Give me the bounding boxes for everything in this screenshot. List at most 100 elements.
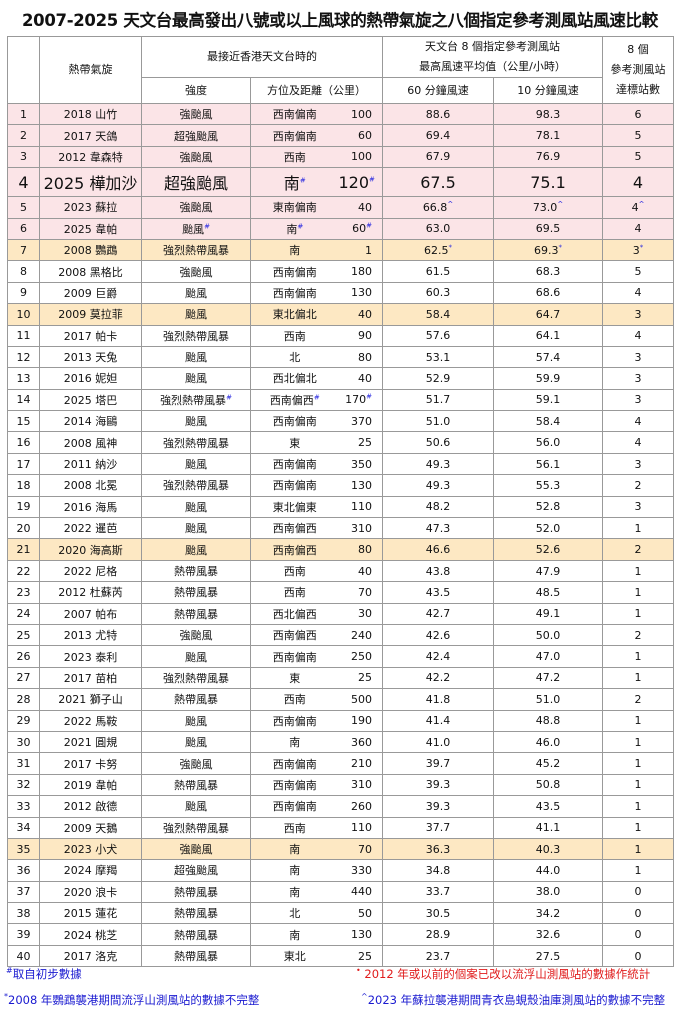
count-value: 5 — [634, 129, 642, 143]
cell-w60: 43.5 — [382, 581, 494, 604]
w60-value: 42.6 — [425, 628, 451, 642]
table-body: 1 2018 山竹 強颱風 西南偏南 100 88.6 98.3 6 2 2017 天鴿 超強颱風西… — [7, 102, 674, 968]
cell-intensity: 熱帶風暴 — [141, 902, 251, 925]
distance-value: 30 — [358, 607, 372, 621]
direction-value: 北 — [289, 907, 301, 921]
cell-intensity: 強颱風 — [141, 102, 251, 126]
cell-w60: 42.6 — [382, 623, 494, 647]
cell-rank: 13 — [7, 367, 40, 390]
cell-rank: 24 — [7, 602, 40, 625]
w60-value: 41.0 — [425, 735, 451, 749]
distance-value: 100 — [351, 107, 372, 121]
cell-name: 2024 桃芝 — [39, 923, 142, 946]
count-value: 1 — [634, 671, 642, 685]
rank-value: 5 — [20, 200, 27, 214]
table-row: 12 2013 天兔 颱風 北 80 53.1 57.4 3 — [7, 345, 674, 369]
cell-name: 2017 卡努 — [39, 752, 142, 775]
w60-value: 60.3 — [425, 286, 451, 300]
cell-distance: 350 — [338, 452, 383, 476]
cell-w60: 41.0 — [382, 730, 494, 754]
w10-value: 57.4 — [535, 350, 561, 364]
count-value: 4 — [634, 329, 642, 343]
direction-value: 南 — [289, 885, 301, 899]
footnote-caret-text: 2023 年蘇拉襲港期間青衣島蜆殼油庫測風站的數據不完整 — [367, 993, 666, 1007]
distance-value: 50 — [358, 906, 372, 920]
distance-value: 40 — [358, 564, 372, 578]
count-value: 1 — [634, 799, 642, 813]
cell-intensity: 強烈熱帶風暴# — [141, 388, 251, 412]
distance-value: 80 — [358, 543, 372, 557]
cell-count: 1 — [602, 837, 674, 861]
name-value: 2025 塔巴 — [63, 393, 118, 407]
name-value: 2020 浪卡 — [63, 885, 118, 899]
header-count-line1: 8 個 — [627, 43, 649, 56]
cell-direction: 西北偏西 — [250, 602, 339, 625]
cell-w10: 98.3 — [493, 102, 603, 126]
distance-value: 70 — [358, 585, 372, 599]
cell-intensity: 強颱風 — [141, 145, 251, 169]
cell-count: 4 — [602, 167, 674, 198]
rank-value: 40 — [16, 949, 31, 963]
cell-name: 2021 獅子山 — [39, 688, 142, 711]
count-value: 1 — [634, 757, 642, 771]
cell-rank: 30 — [7, 730, 40, 754]
cell-rank: 33 — [7, 795, 40, 818]
cell-distance: 70 — [338, 837, 383, 861]
cell-direction: 西南 — [250, 324, 339, 347]
name-value: 2009 巨爵 — [63, 286, 118, 300]
distance-value: 130 — [351, 286, 372, 300]
cell-w10: 52.6 — [493, 538, 603, 561]
cell-count: 1 — [602, 795, 674, 818]
w60-value: 53.1 — [425, 350, 451, 364]
rank-value: 10 — [16, 307, 31, 321]
cell-intensity: 強烈熱帶風暴 — [141, 324, 251, 347]
w60-value: 51.7 — [425, 393, 451, 407]
intensity-value: 強烈熱帶風暴 — [163, 479, 229, 493]
cell-rank: 3 — [7, 145, 40, 169]
cell-name: 2009 巨爵 — [39, 281, 142, 305]
w10-value: 73.0 — [532, 200, 558, 214]
cell-name: 2012 啟德 — [39, 795, 142, 818]
cell-distance: 130 — [338, 474, 383, 497]
count-value: 3 — [634, 307, 642, 321]
cell-w60: 49.3 — [382, 452, 494, 476]
intensity-value: 超強颱風 — [163, 174, 228, 194]
intensity-value: 強颱風 — [179, 265, 213, 279]
cell-direction: 西南偏南 — [250, 709, 339, 732]
cell-w10: 64.1 — [493, 324, 603, 347]
cell-count: 1 — [602, 559, 674, 583]
table-row: 11 2017 帕卡 強烈熱帶風暴 西南 90 57.6 64.1 4 — [7, 324, 674, 347]
cell-intensity: 熱帶風暴 — [141, 581, 251, 604]
w10-value: 55.3 — [535, 478, 561, 492]
cell-w60: 61.5 — [382, 260, 494, 283]
cell-w10: 68.3 — [493, 260, 603, 283]
w60-value: 41.4 — [425, 714, 451, 728]
cell-name: 2018 山竹 — [39, 102, 142, 126]
rank-value: 19 — [16, 500, 31, 514]
w60-value: 49.3 — [425, 457, 451, 471]
count-value: 1 — [634, 585, 642, 599]
cell-w60: 23.7 — [382, 944, 494, 968]
cell-name: 2008 黑格比 — [39, 260, 142, 283]
count-value: 1 — [634, 842, 642, 856]
cell-distance: 25 — [338, 944, 383, 968]
cell-direction: 西南偏西 — [250, 538, 339, 561]
cell-intensity: 颱風 — [141, 452, 251, 476]
w60-value: 58.4 — [425, 307, 451, 321]
cell-rank: 28 — [7, 688, 40, 711]
w10-value: 47.0 — [535, 650, 561, 664]
cell-direction: 西南偏南 — [250, 474, 339, 497]
w60-value: 48.2 — [425, 500, 451, 514]
footnote-mark: ^ — [557, 200, 564, 209]
cell-name: 2022 尼格 — [39, 559, 142, 583]
name-value: 2023 泰利 — [63, 650, 118, 664]
distance-value: 180 — [351, 265, 372, 279]
cell-name: 2016 海馬 — [39, 495, 142, 519]
cell-count: 1 — [602, 816, 674, 839]
footnote-mark: # — [366, 221, 372, 230]
distance-value: 190 — [351, 714, 372, 728]
cell-w10: 56.0 — [493, 431, 603, 454]
table-row: 40 2017 洛克 熱帶風暴 東北 25 23.7 27.5 0 — [7, 944, 674, 968]
cell-intensity: 強颱風 — [141, 196, 251, 219]
cell-count: 1 — [602, 752, 674, 775]
